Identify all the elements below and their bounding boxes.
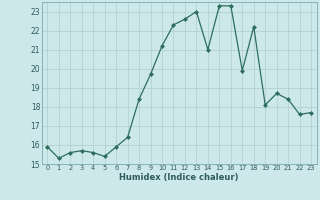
- X-axis label: Humidex (Indice chaleur): Humidex (Indice chaleur): [119, 173, 239, 182]
